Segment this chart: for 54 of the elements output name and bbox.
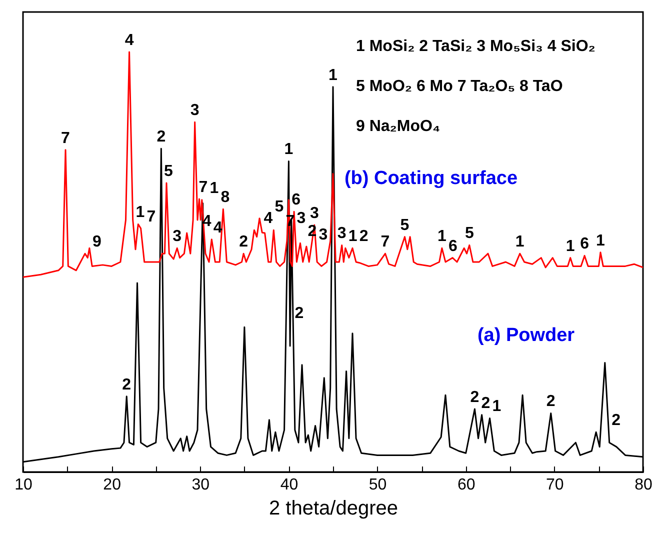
x-tick-label: 70 [546,476,564,494]
annotation: 3 [318,226,328,244]
annotation: 1 [284,141,294,158]
annotation: 2 [481,394,490,412]
annotation: 6 [292,192,301,209]
series-label: (b) Coating surface [344,168,518,189]
x-tick-label: 20 [103,476,122,494]
annotation: 1 [492,398,502,416]
annotation: 9 Na₂MoO₄ [356,118,440,135]
x-tick-label: 80 [634,476,652,494]
annotation: 1 [136,204,145,222]
annotation: 5 [400,216,410,234]
annotation: 9 [92,234,102,251]
annotation: 3 [190,102,200,120]
annotation: 4 [124,32,134,49]
annotation: 2 [294,305,304,322]
annotation: 5 [274,198,284,216]
annotation: 3 [310,205,319,222]
annotation: 5 [164,163,174,180]
x-tick-label: 10 [14,476,32,494]
annotation: 2 [239,234,248,251]
annotation: 2 [156,128,166,146]
annotation: 8 [220,189,230,206]
annotation: 1 [596,232,606,250]
annotation: 3 [172,228,182,246]
annotation: 2 [612,412,621,430]
annotation: 4 [264,210,273,228]
annotation: 3 [337,225,346,242]
annotation: 7 [61,130,70,147]
annotation: 7 [380,234,390,251]
annotation: 6 [580,236,590,253]
x-tick-label: 30 [192,476,210,494]
annotation: 1 [328,66,338,84]
x-axis-title: 2 theta/degree [269,498,398,520]
x-tick-label: 40 [280,476,298,494]
annotation: 1 [566,238,575,255]
annotation: 2 [359,228,368,246]
annotation: 1 [348,228,358,246]
annotation: 1 [437,228,446,246]
annotation: 1 [515,234,524,251]
annotation: 5 [464,225,474,242]
x-tick-label: 50 [368,476,387,494]
annotation: 2 [470,389,480,406]
annotation: 7 [198,179,208,196]
annotation: 2 [122,376,132,394]
x-tick-label: 60 [457,476,476,494]
annotation: 2 [546,393,556,410]
annotation: 5 MoO₂ 6 Mo 7 Ta₂O₅ 8 TaO [356,78,563,95]
series-label: (a) Powder [477,325,576,346]
annotation: 1 [210,180,219,197]
annotation: 1 MoSi₂ 2 TaSi₂ 3 Mo₅Si₃ 4 SiO₂ [356,38,596,55]
annotation: 6 [448,238,458,255]
annotation: 7 [146,208,156,226]
annotation: 3 [296,210,306,228]
